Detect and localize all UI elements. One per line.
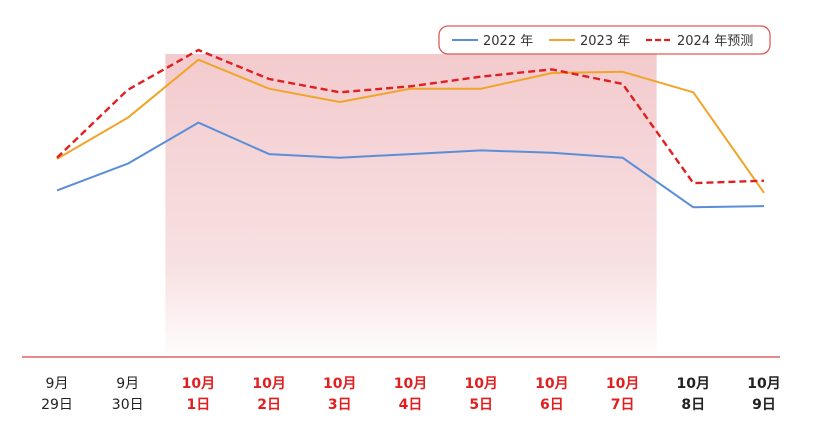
x-tick-day-0: 29日 xyxy=(41,397,73,413)
x-tick-month-8: 10月 xyxy=(606,376,639,392)
x-tick-month-6: 10月 xyxy=(464,376,497,392)
legend-label-1: 2023 年 xyxy=(580,34,630,49)
legend-label-0: 2022 年 xyxy=(483,34,533,49)
series-line-2 xyxy=(56,48,765,185)
x-tick-day-4: 3日 xyxy=(328,397,352,413)
series-line-0 xyxy=(56,121,765,209)
x-tick-day-9: 8日 xyxy=(681,397,705,413)
x-tick-day-10: 9日 xyxy=(752,397,776,413)
x-tick-day-6: 5日 xyxy=(469,397,493,413)
x-tick-day-7: 6日 xyxy=(540,397,564,413)
x-tick-day-1: 30日 xyxy=(112,397,144,413)
x-tick-month-4: 10月 xyxy=(323,376,356,392)
x-tick-day-3: 2日 xyxy=(257,397,281,413)
legend-label-2: 2024 年预测 xyxy=(677,34,753,49)
x-tick-day-8: 7日 xyxy=(611,397,635,413)
x-tick-month-7: 10月 xyxy=(535,376,568,392)
x-tick-month-9: 10月 xyxy=(677,376,710,392)
holiday-highlight-band xyxy=(165,54,657,357)
x-tick-month-1: 9月 xyxy=(116,376,139,392)
series-line-1 xyxy=(56,58,765,194)
x-tick-month-0: 9月 xyxy=(46,376,69,392)
legend-box xyxy=(438,25,771,55)
x-tick-month-3: 10月 xyxy=(252,376,285,392)
x-tick-month-10: 10月 xyxy=(747,376,780,392)
x-tick-month-5: 10月 xyxy=(394,376,427,392)
x-tick-day-2: 1日 xyxy=(187,397,211,413)
x-tick-day-5: 4日 xyxy=(399,397,423,413)
x-tick-month-2: 10月 xyxy=(182,376,215,392)
